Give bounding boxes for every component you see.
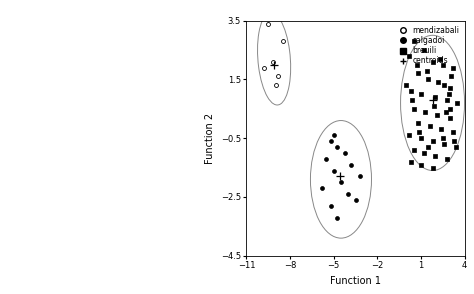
Point	[417, 136, 425, 141]
Point	[417, 92, 425, 96]
Point	[414, 71, 422, 76]
Point	[345, 192, 352, 196]
Point	[318, 186, 326, 191]
Point	[424, 77, 432, 82]
Point	[446, 86, 454, 91]
Point	[440, 142, 448, 146]
Point	[438, 127, 445, 132]
Point	[409, 98, 416, 102]
Point	[405, 133, 413, 138]
Point	[439, 62, 447, 67]
Point	[416, 130, 423, 135]
Point	[426, 124, 433, 129]
Point	[279, 39, 287, 44]
Point	[423, 68, 430, 73]
Point	[260, 65, 268, 70]
Point	[430, 103, 438, 108]
Point	[429, 139, 437, 143]
Point	[407, 159, 415, 164]
Point	[452, 145, 460, 149]
Point	[347, 162, 355, 167]
Point	[405, 54, 413, 58]
Point	[446, 115, 454, 120]
X-axis label: Function 1: Function 1	[330, 276, 381, 286]
Point	[330, 133, 337, 138]
Point	[269, 59, 276, 64]
Point	[435, 80, 442, 85]
Point	[436, 56, 444, 61]
Point	[342, 151, 349, 155]
Point	[429, 165, 437, 170]
Point	[274, 74, 282, 79]
Point	[337, 180, 345, 185]
Point	[270, 62, 278, 67]
Point	[327, 139, 335, 143]
Point	[442, 109, 449, 114]
Point	[429, 59, 437, 64]
Point	[333, 145, 340, 149]
Y-axis label: Function 2: Function 2	[205, 113, 215, 164]
Point	[449, 65, 456, 70]
Point	[432, 153, 439, 158]
Legend: mendizabali, salgadoi, breuili, centroids: mendizabali, salgadoi, breuili, centroid…	[394, 24, 461, 67]
Point	[440, 83, 448, 88]
Point	[445, 92, 452, 96]
Point	[443, 98, 451, 102]
Point	[424, 145, 432, 149]
Point	[449, 130, 456, 135]
Point	[414, 121, 422, 126]
Point	[417, 162, 425, 167]
Point	[352, 198, 359, 202]
Point	[420, 48, 428, 52]
Point	[420, 151, 428, 155]
Point	[439, 136, 447, 141]
Point	[433, 112, 441, 117]
Point	[323, 156, 330, 161]
Point	[451, 139, 458, 143]
Point	[410, 106, 418, 111]
Point	[327, 203, 335, 208]
Point	[413, 62, 420, 67]
Point	[429, 98, 437, 102]
Point	[410, 148, 418, 152]
Point	[407, 89, 415, 93]
Point	[356, 174, 364, 179]
Point	[432, 95, 439, 99]
Point	[410, 39, 418, 44]
Point	[272, 83, 279, 88]
Point	[443, 156, 451, 161]
Point	[446, 106, 454, 111]
Point	[454, 101, 461, 105]
Point	[402, 83, 410, 88]
Point	[333, 215, 340, 220]
Point	[264, 21, 272, 26]
Point	[447, 74, 455, 79]
Point	[330, 168, 337, 173]
Point	[421, 109, 429, 114]
Point	[336, 174, 343, 179]
